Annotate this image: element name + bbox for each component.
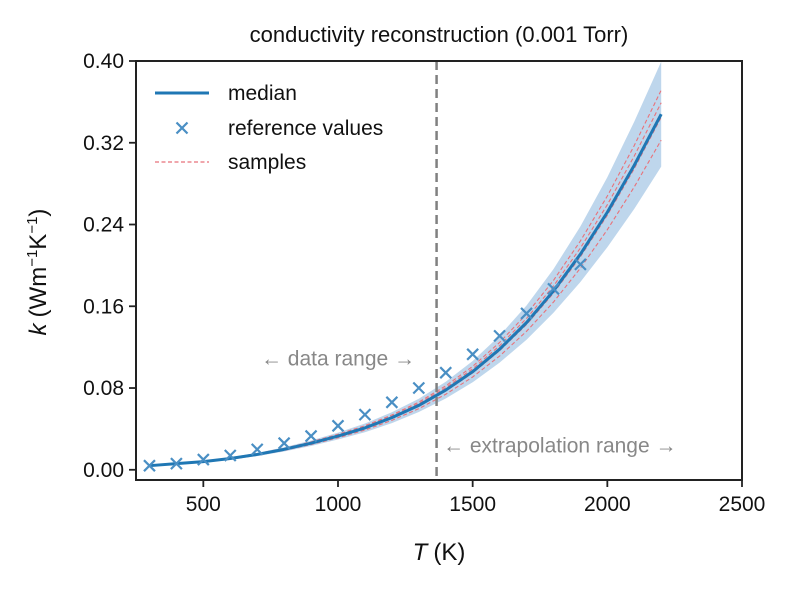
legend-reference-label: reference values — [228, 117, 383, 140]
annotation-extrapolation-range: ← extrapolation range → — [443, 434, 676, 457]
y-axis-unit-part2: K — [25, 234, 52, 250]
annotations-layer: ← data range → ← extrapolation range → — [261, 347, 677, 457]
y-axis-label: k(Wm−1K−1) — [24, 209, 52, 336]
reference-marker — [197, 453, 210, 466]
annotation-data-range: ← data range → — [261, 347, 415, 370]
y-axis-symbol: k — [25, 321, 52, 335]
ticks-layer: 500 1000 1500 2000 2500 0.00 0.08 0.16 0.24 0.32 0… — [83, 50, 765, 516]
x-tick-label: 2000 — [584, 493, 631, 516]
reference-marker — [493, 329, 506, 343]
legend: median reference values samples — [155, 82, 383, 174]
x-axis-unit: (K) — [433, 539, 465, 566]
y-tick-label: 0.32 — [83, 132, 124, 155]
legend-reference-marker — [175, 121, 189, 135]
reference-marker — [439, 366, 453, 379]
x-tick-label: 2500 — [719, 493, 766, 516]
x-axis-label: T (K) — [413, 539, 466, 566]
y-axis-unit-part1: (Wm — [25, 267, 52, 318]
plot-frame — [135, 60, 743, 481]
y-tick-label: 0.24 — [83, 214, 124, 237]
legend-samples-label: samples — [228, 151, 306, 174]
y-axis-exponent-1: −1 — [24, 250, 41, 267]
reference-marker — [223, 449, 237, 462]
reference-marker — [412, 381, 426, 395]
y-axis-unit-part3: ) — [25, 209, 52, 217]
x-tick-label: 1000 — [315, 493, 362, 516]
reference-marker — [358, 408, 372, 421]
reference-marker — [547, 282, 560, 296]
plot-area — [143, 61, 663, 480]
reference-marker — [304, 429, 318, 443]
uncertainty-band — [149, 61, 662, 467]
y-tick-label: 0.16 — [83, 295, 124, 318]
refs-layer — [143, 258, 587, 472]
reference-marker — [466, 348, 479, 361]
y-tick-label: 0.40 — [83, 50, 124, 73]
reference-marker — [520, 307, 533, 320]
y-tick-label: 0.00 — [83, 459, 124, 482]
legend-reference-marker-x — [175, 121, 189, 135]
reference-marker — [143, 459, 156, 472]
reference-marker — [250, 443, 264, 456]
y-tick-label: 0.08 — [83, 377, 124, 400]
reference-marker — [277, 436, 291, 450]
legend-median-label: median — [228, 82, 297, 105]
x-axis-symbol: T — [413, 539, 430, 566]
chart-title: conductivity reconstruction (0.001 Torr) — [250, 22, 629, 47]
reference-marker — [331, 419, 345, 433]
band-layer — [149, 61, 662, 467]
reference-marker — [574, 258, 587, 271]
y-axis-exponent-2: −1 — [24, 217, 41, 234]
x-tick-label: 500 — [186, 493, 221, 516]
reference-marker — [170, 457, 183, 470]
reference-marker — [385, 396, 399, 409]
x-tick-label: 1500 — [449, 493, 496, 516]
